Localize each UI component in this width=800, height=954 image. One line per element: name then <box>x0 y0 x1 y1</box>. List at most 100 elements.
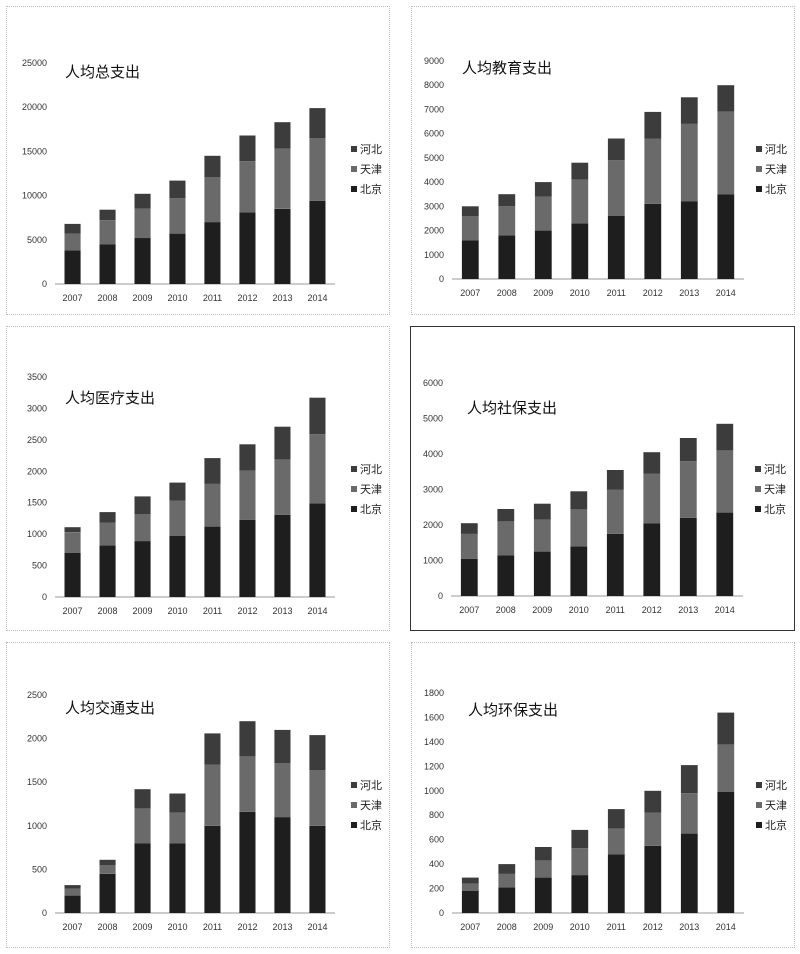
environment-y-tick-label: 600 <box>429 835 444 845</box>
social-security-bar-segment <box>606 489 624 534</box>
environment-y-tick-label: 0 <box>439 908 444 918</box>
environment-y-tick-label: 1400 <box>424 737 444 747</box>
medical-legend-swatch <box>351 466 357 472</box>
medical-bar-segment <box>309 503 326 597</box>
education-bar-segment <box>461 216 479 241</box>
medical-x-tick-label: 2009 <box>132 606 152 616</box>
medical-x-tick-label: 2007 <box>62 606 82 616</box>
social-security-bar-segment <box>570 491 588 510</box>
medical-legend-label: 天津 <box>360 483 382 496</box>
total-legend-swatch <box>351 166 357 172</box>
social-security-bar-segment <box>460 558 478 596</box>
environment-bar-segment <box>571 848 589 876</box>
education-bar-segment <box>498 194 516 207</box>
social-security-bar-segment <box>643 473 661 524</box>
transport-bar-segment <box>309 770 326 826</box>
environment-bar-segment <box>680 833 698 913</box>
transport-x-tick-label: 2009 <box>132 922 152 932</box>
medical-legend-swatch <box>351 486 357 492</box>
medical-y-tick-label: 1000 <box>27 529 47 539</box>
education-x-tick-label: 2009 <box>533 288 553 298</box>
chart-panel-education-spending: 人均教育支出 0 1000 2000 3000 4000 5000 6000 7000 8000 9… <box>411 6 795 315</box>
medical-legend-label: 河北 <box>360 463 382 476</box>
total-x-tick-label: 2012 <box>237 293 257 303</box>
transport-bar-segment <box>204 764 221 826</box>
total-y-tick-label: 15000 <box>22 146 47 156</box>
transport-y-tick-label: 1000 <box>27 821 47 831</box>
social-security-bar-segment <box>533 551 551 596</box>
total-bar-segment <box>134 238 151 284</box>
social-security-bar-segment <box>497 521 515 556</box>
medical-x-tick-label: 2010 <box>167 606 187 616</box>
transport-bar-segment <box>134 843 151 913</box>
education-bar-segment <box>644 111 662 139</box>
chart-svg-environment-spending: 人均环保支出 0 200 400 600 800 1000 1200 1400 1600 1800 2… <box>424 688 787 932</box>
social-security-y-tick-label: 6000 <box>423 378 443 388</box>
environment-bar-segment <box>534 860 552 878</box>
total-x-tick-label: 2007 <box>62 293 82 303</box>
total-bar-segment <box>134 208 151 239</box>
total-x-tick-label: 2014 <box>307 293 327 303</box>
environment-x-tick-label: 2007 <box>460 922 480 932</box>
total-legend-label: 河北 <box>360 143 382 156</box>
education-bar-segment <box>534 196 552 231</box>
medical-bar-segment <box>274 514 291 597</box>
transport-y-tick-label: 2500 <box>27 690 47 700</box>
social-security-legend-label: 河北 <box>764 463 786 476</box>
social-security-bar-segment <box>570 546 588 596</box>
total-y-tick-label: 20000 <box>22 102 47 112</box>
education-bar-segment <box>680 97 698 124</box>
medical-bar-segment <box>204 458 221 484</box>
social-security-x-tick-label: 2014 <box>715 605 735 615</box>
transport-x-tick-label: 2010 <box>167 922 187 932</box>
total-bar-segment <box>204 222 221 284</box>
transport-bar-segment <box>274 817 291 913</box>
social-security-x-tick-label: 2013 <box>678 605 698 615</box>
environment-bar-segment <box>498 887 516 913</box>
education-bar-segment <box>680 201 698 279</box>
transport-y-tick-label: 2000 <box>27 734 47 744</box>
education-y-tick-label: 2000 <box>424 226 444 236</box>
transport-bar-segment <box>309 735 326 770</box>
environment-bar-segment <box>571 875 589 913</box>
environment-bar-segment <box>498 864 516 874</box>
transport-bar-segment <box>239 756 256 812</box>
social-security-x-tick-label: 2010 <box>569 605 589 615</box>
environment-bar-segment <box>571 829 589 849</box>
medical-y-tick-label: 3500 <box>27 372 47 382</box>
education-bar-segment <box>717 194 735 279</box>
environment-bar-segment <box>534 877 552 913</box>
total-bar-segment <box>239 161 256 213</box>
transport-bar-segment <box>169 812 186 844</box>
social-security-bar-segment <box>716 423 734 451</box>
medical-bar-segment <box>134 496 151 514</box>
environment-x-tick-label: 2014 <box>716 922 736 932</box>
transport-bar-segment <box>99 873 116 913</box>
transport-bar-segment <box>239 721 256 757</box>
medical-y-tick-label: 2500 <box>27 435 47 445</box>
social-security-legend-label: 北京 <box>764 502 786 516</box>
total-legend-swatch <box>351 186 357 192</box>
transport-bar-segment <box>134 789 151 809</box>
education-legend-label: 天津 <box>765 163 787 176</box>
education-x-tick-label: 2008 <box>497 288 517 298</box>
environment-legend-label: 天津 <box>765 799 787 812</box>
total-legend-label: 天津 <box>360 163 382 176</box>
transport-bar-segment <box>169 843 186 913</box>
education-bar-segment <box>607 216 625 279</box>
education-y-tick-label: 8000 <box>424 80 444 90</box>
education-x-tick-label: 2014 <box>716 288 736 298</box>
transport-bar-segment <box>274 729 291 763</box>
transport-x-tick-label: 2012 <box>237 922 257 932</box>
environment-chart-title: 人均环保支出 <box>468 701 558 719</box>
education-legend-swatch <box>756 146 762 152</box>
environment-y-tick-label: 1800 <box>424 688 444 698</box>
education-bar-segment <box>680 124 698 202</box>
medical-bar-segment <box>99 512 116 523</box>
medical-bar-segment <box>134 541 151 597</box>
environment-legend-label: 北京 <box>765 818 787 832</box>
social-security-chart-title: 人均社保支出 <box>467 399 557 417</box>
chart-svg-education-spending: 人均教育支出 0 1000 2000 3000 4000 5000 6000 7000 8000 9… <box>424 56 787 298</box>
medical-bar-segment <box>169 500 186 536</box>
total-bar-segment <box>99 209 116 221</box>
